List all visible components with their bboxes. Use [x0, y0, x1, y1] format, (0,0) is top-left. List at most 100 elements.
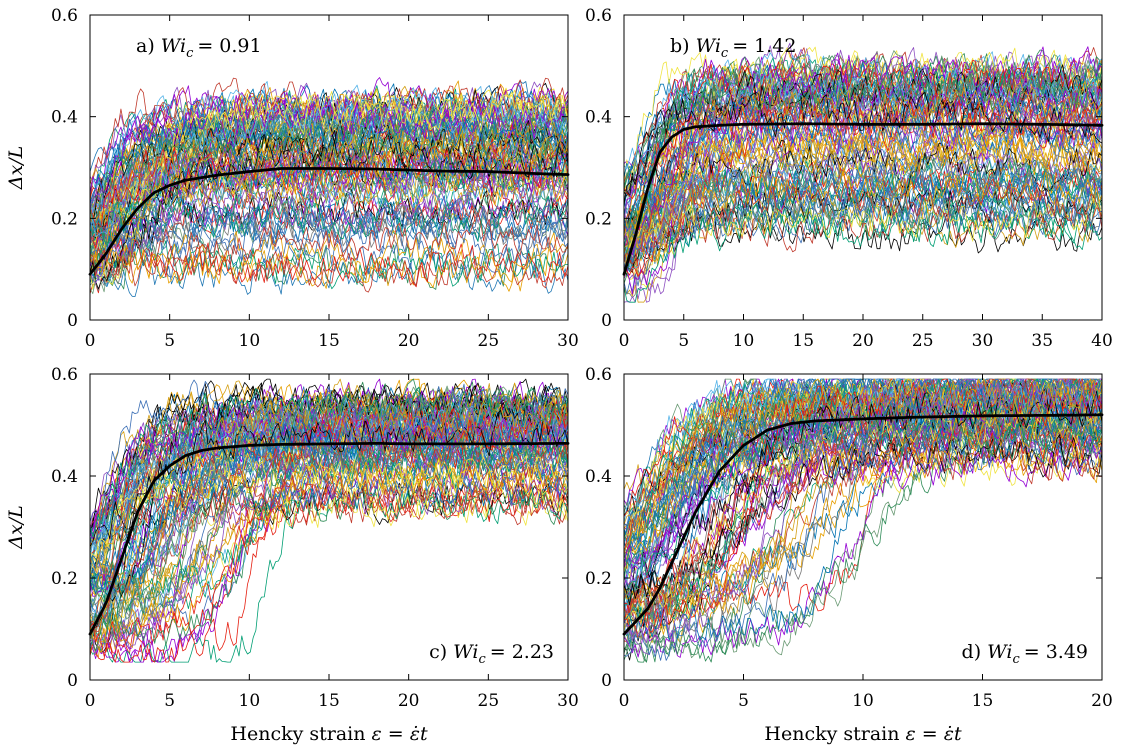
panel-a-trace: [90, 248, 568, 297]
panel-a-trace: [90, 212, 568, 276]
panel-c-trace: [90, 408, 568, 657]
panel-a-trace: [90, 200, 568, 278]
panel-b-trace: [624, 75, 1102, 256]
panel-d-label: d) Wic = 3.49: [962, 641, 1088, 667]
panel-a-xtick-label: 25: [478, 331, 500, 351]
panel-a-trace: [90, 216, 568, 262]
panel-c-xlabel: Hencky strain ε = ε̇t: [230, 723, 428, 745]
panel-b-traces: [624, 42, 1102, 303]
xlabel-text: Hencky strain: [764, 723, 905, 745]
panel-c-xtick-label: 5: [164, 691, 175, 711]
panel-c-traces: [90, 378, 568, 663]
panel-b-trace: [624, 81, 1102, 234]
panel-c-ytick-label: 0.4: [51, 467, 78, 487]
panel-a-traces: [90, 77, 568, 297]
panel-b-trace: [624, 192, 1102, 266]
panel-a-xtick-label: 15: [318, 331, 340, 351]
panel-b-trace: [624, 187, 1102, 271]
panel-c-trace: [90, 410, 568, 595]
weissenberg-subscript: c: [478, 652, 486, 667]
panel-a-trace: [90, 191, 568, 262]
panel-c-trace: [90, 393, 568, 534]
panel-a-trace: [90, 230, 568, 278]
panel-b-trace: [624, 124, 1102, 256]
panel-letter: b): [670, 35, 696, 57]
panel-b-xtick-label: 5: [678, 331, 689, 351]
panel-a-trace: [90, 199, 568, 261]
weissenberg-value: = 2.23: [490, 641, 554, 663]
panel-d-ytick-label: 0.4: [585, 467, 612, 487]
panel-a-mean-curve: [88, 167, 570, 276]
panel-b-mean-curve: [622, 122, 1104, 276]
panel-c-trace: [90, 388, 568, 531]
panel-d-xtick-label: 15: [972, 691, 994, 711]
panel-b-xtick-label: 40: [1091, 331, 1113, 351]
panel-d: 0 5 10 15 20 0 0.2 0.4 0.6 Hencky strain ε = ε̇t d…: [585, 365, 1113, 745]
panel-c-trace: [90, 466, 568, 570]
panel-b-trace: [624, 80, 1102, 277]
panel-a-ytick-label: 0.6: [51, 6, 78, 26]
panel-c-trace: [90, 453, 568, 644]
panel-c-trace: [90, 482, 568, 632]
panel-c-mean-curve: [88, 442, 570, 636]
weissenberg-value: = 1.42: [732, 35, 796, 57]
panel-d-trace: [624, 440, 1102, 621]
panel-c-trace: [90, 433, 568, 633]
panel-d-xtick-label: 20: [1091, 691, 1113, 711]
panel-a-trace: [90, 97, 568, 237]
panel-c-ytick-label: 0.2: [51, 569, 78, 589]
panel-c-ytick-label: 0: [67, 671, 78, 691]
panel-b-trace: [624, 107, 1102, 252]
panel-c-trace: [90, 390, 568, 573]
panel-b-trace: [624, 200, 1102, 262]
panel-c-xtick-label: 15: [318, 691, 340, 711]
panel-b-trace: [624, 142, 1102, 281]
weissenberg-symbol: Wi: [696, 35, 721, 57]
panel-c-trace: [90, 471, 568, 629]
panel-b-trace: [624, 144, 1102, 268]
panel-b-trace: [624, 160, 1102, 232]
panel-a-trace: [90, 131, 568, 220]
panel-letter: d): [962, 641, 988, 663]
panel-a-trace: [90, 91, 568, 290]
panel-b-xtick-label: 10: [733, 331, 755, 351]
panel-a-trace: [90, 169, 568, 295]
panel-c-trace: [90, 392, 568, 560]
panel-letter: a): [136, 35, 161, 57]
panel-b-ytick-label: 0: [601, 311, 612, 331]
panel-a-trace: [90, 119, 568, 204]
panel-a-trace: [90, 239, 568, 292]
panel-c-xtick-label: 30: [557, 691, 579, 711]
panel-d-trace: [624, 410, 1102, 616]
panel-b-ytick-label: 0.6: [585, 6, 612, 26]
panel-c-trace: [90, 481, 568, 663]
panel-a-ylabel: Δx/L: [5, 146, 27, 190]
xlabel-math: ε = ε̇t: [372, 723, 428, 745]
panel-d-trace: [624, 378, 1102, 638]
panel-c-trace: [90, 386, 568, 538]
panel-a-xtick-label: 30: [557, 331, 579, 351]
panel-b-trace: [624, 171, 1102, 242]
panel-a-xtick-label: 5: [164, 331, 175, 351]
panel-c: 0 5 10 15 20 25 30 0 0.2 0.4 0.6 Δx/L Hencky strain …: [5, 365, 579, 745]
panel-letter: c): [429, 641, 453, 663]
panel-d-trace: [624, 392, 1102, 650]
panel-d-xtick-label: 0: [619, 691, 630, 711]
panel-b-xtick-label: 30: [972, 331, 994, 351]
panel-c-trace: [90, 379, 568, 545]
panel-a-trace: [90, 193, 568, 245]
panel-c-xtick-label: 20: [398, 691, 420, 711]
panel-c-ylabel: Δx/L: [5, 505, 27, 549]
panel-a-xtick-label: 10: [239, 331, 261, 351]
panel-a-trace: [90, 99, 568, 195]
panel-a-trace: [90, 152, 568, 239]
panel-b-trace: [624, 207, 1102, 253]
weissenberg-symbol: Wi: [453, 641, 478, 663]
panel-d-ytick-label: 0.2: [585, 569, 612, 589]
panel-b-label: b) Wic = 1.42: [670, 35, 796, 61]
panel-c-ytick-label: 0.6: [51, 365, 78, 385]
panel-b-trace: [624, 203, 1102, 303]
panel-c-trace: [90, 408, 568, 547]
panel-a-xtick-label: 0: [85, 331, 96, 351]
panel-c-trace: [90, 381, 568, 651]
